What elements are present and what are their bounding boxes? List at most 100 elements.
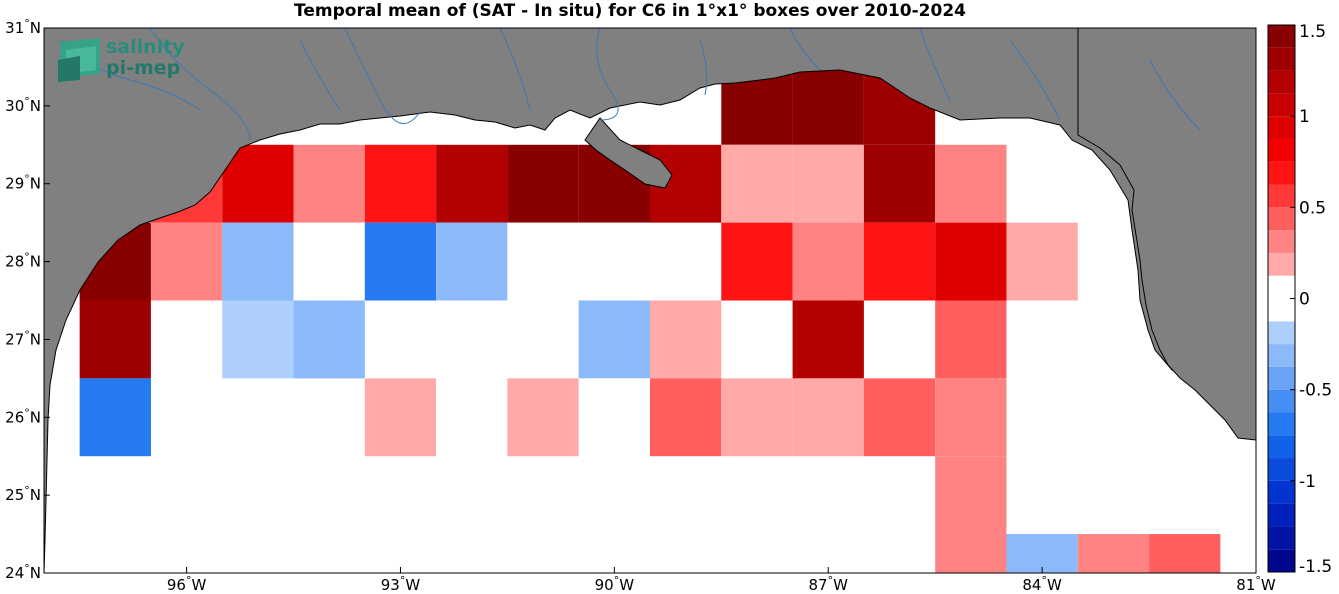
- heatmap-cell: [507, 144, 579, 223]
- colorbar-segment: [1268, 526, 1295, 550]
- colorbar-tick-label: 1: [1299, 107, 1310, 127]
- heatmap-cell: [935, 222, 1007, 301]
- y-tick-label: 30°N: [5, 95, 41, 115]
- x-tick-label: 81°W: [1236, 574, 1276, 594]
- heatmap-cell: [578, 378, 650, 457]
- land-mississippi-delta: [584, 117, 673, 189]
- colorbar-tick-label: -1: [1299, 472, 1316, 492]
- colorbar-segment: [1268, 435, 1295, 459]
- x-tick-label: 90°W: [595, 574, 635, 594]
- heatmap-cell: [863, 378, 936, 457]
- colorbar-segment: [1268, 389, 1295, 413]
- colorbar-tick-label: 1.5: [1299, 22, 1326, 42]
- heatmap-cell: [436, 144, 508, 223]
- colorbar-segment: [1268, 230, 1295, 253]
- heatmap-cell: [935, 378, 1007, 457]
- heatmap-cell: [507, 300, 579, 379]
- colorbar-segment: [1268, 503, 1295, 527]
- salinity-logo-icon: [58, 38, 100, 82]
- heatmap-cell: [150, 222, 223, 301]
- heatmap-cell: [721, 144, 793, 223]
- heatmap-cell: [792, 222, 864, 301]
- heatmap-cell: [650, 300, 722, 379]
- colorbar: 1.5 1 0.5 0 -0.5 -1 -1.5: [1267, 22, 1332, 577]
- heatmap-cell: [721, 378, 793, 457]
- x-tick-label: 87°W: [809, 574, 849, 594]
- y-tick-label: 26°N: [5, 406, 41, 426]
- y-tick-label: 24°N: [5, 562, 41, 582]
- heatmap-cell: [222, 144, 294, 223]
- x-tick-label: 96°W: [167, 574, 207, 594]
- heatmap-cell: [293, 222, 365, 301]
- river-mississippi: [596, 28, 619, 121]
- heatmap-cell: [79, 378, 151, 457]
- heatmap-cell: [935, 300, 1007, 379]
- colorbar-segment: [1268, 344, 1295, 367]
- heatmap-cell: [578, 300, 650, 379]
- x-axis-ticks: 96°W 93°W 90°W 87°W 84°W 81°W: [167, 567, 1276, 594]
- heatmap-cell: [79, 300, 151, 379]
- land-mass: [44, 28, 1256, 573]
- heatmap-cell: [792, 144, 864, 223]
- river-4: [344, 28, 421, 124]
- x-tick-label: 84°W: [1022, 574, 1062, 594]
- colorbar-segment: [1268, 138, 1295, 162]
- colorbar-segment: [1268, 47, 1295, 71]
- heatmap-cell: [935, 534, 1007, 573]
- colorbar-segment: [1268, 321, 1295, 345]
- river-7: [789, 28, 821, 71]
- colorbar-segment: [1268, 116, 1295, 139]
- heatmap-cell: [792, 300, 864, 379]
- heatmap-cell: [436, 378, 508, 457]
- colorbar-segment: [1268, 161, 1295, 185]
- colorbar-segment: [1268, 480, 1295, 504]
- river-3: [299, 39, 341, 111]
- heatmap-cell: [436, 222, 508, 301]
- logo-line2: pi-mep: [106, 57, 180, 79]
- y-tick-label: 27°N: [5, 328, 41, 348]
- colorbar-segment: [1268, 184, 1295, 208]
- colorbar-tick-label: 0.5: [1299, 198, 1326, 218]
- heatmap-cell: [863, 144, 936, 223]
- y-axis-ticks: 24°N 25°N 26°N 27°N 28°N 29°N 30°N 31°N: [5, 17, 50, 582]
- heatmap-cell: [293, 300, 365, 379]
- heatmap-cells: [79, 66, 1221, 573]
- heatmap-cell: [935, 144, 1007, 223]
- heatmap-cell: [935, 456, 1007, 535]
- logo-line1: salinity: [106, 36, 185, 58]
- river-5: [499, 28, 531, 111]
- colorbar-segment: [1268, 207, 1295, 231]
- heatmap-cell: [507, 222, 579, 301]
- plot-frame: [43, 27, 1257, 574]
- river-6: [699, 39, 708, 96]
- heatmap-cell: [650, 378, 722, 457]
- heatmap-cell: [792, 66, 864, 145]
- heatmap-cell: [863, 222, 936, 301]
- colorbar-tick-label: -1.5: [1299, 557, 1332, 577]
- heatmap-cell: [222, 300, 294, 379]
- heatmap-cell: [1077, 534, 1150, 573]
- heatmap-cell: [578, 222, 650, 301]
- land-florida: [1077, 28, 1256, 441]
- colorbar-segment: [1268, 412, 1295, 436]
- colorbar-segment: [1268, 25, 1295, 48]
- river-9: [1009, 39, 1061, 121]
- river-2: [149, 28, 251, 141]
- y-tick-label: 28°N: [5, 251, 41, 271]
- heatmap-cell: [1006, 222, 1078, 301]
- y-tick-label: 25°N: [5, 484, 41, 504]
- river-10: [1149, 59, 1201, 131]
- heatmap-cell: [364, 144, 437, 223]
- heatmap-cell: [364, 378, 437, 457]
- colorbar-segment: [1268, 298, 1295, 322]
- colorbar-segment: [1268, 93, 1295, 117]
- heatmap-cell: [1149, 534, 1221, 573]
- colorbar-segment: [1268, 549, 1295, 572]
- heatmap-cell: [1006, 534, 1078, 573]
- x-tick-label: 93°W: [381, 574, 421, 594]
- heatmap-cell: [150, 300, 223, 379]
- heatmap-cell: [507, 378, 579, 457]
- heatmap-cell: [721, 222, 793, 301]
- colorbar-segment: [1268, 70, 1295, 94]
